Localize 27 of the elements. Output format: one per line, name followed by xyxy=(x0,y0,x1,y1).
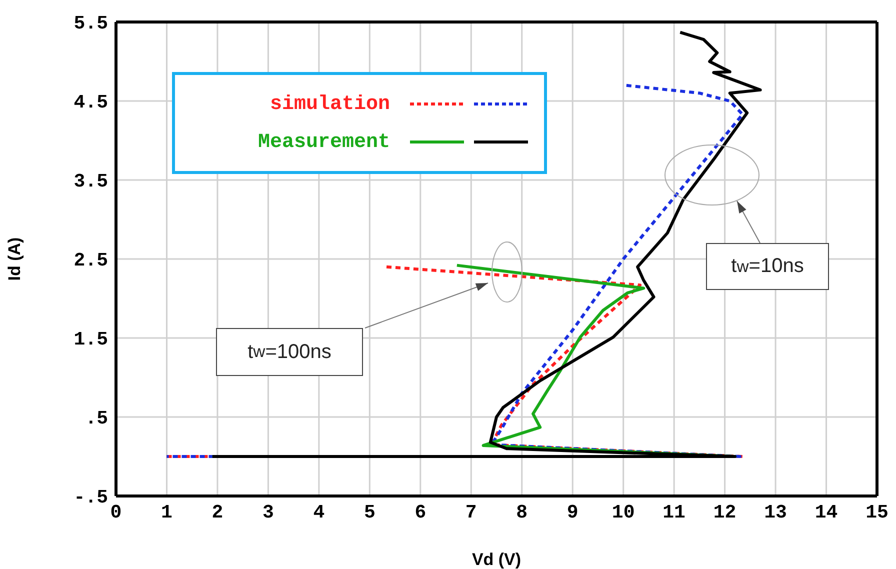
x-tick-label: 10 xyxy=(612,501,635,524)
x-axis-title: Vd (V) xyxy=(472,550,522,569)
x-tick-label: 0 xyxy=(110,501,122,524)
x-tick-label: 5 xyxy=(364,501,376,524)
x-tick-label: 9 xyxy=(566,501,578,524)
legend-label: Measurement xyxy=(258,130,390,154)
y-tick-label: 3.5 xyxy=(74,170,108,193)
y-tick-label: 4.5 xyxy=(74,92,108,114)
x-tick-label: 4 xyxy=(313,501,325,524)
legend-label: simulation xyxy=(270,92,390,116)
x-tick-label: 15 xyxy=(866,501,888,524)
x-tick-label: 11 xyxy=(662,501,686,524)
y-tick-label: 2.5 xyxy=(74,250,108,272)
x-tick-label: 13 xyxy=(764,501,787,524)
x-tick-label: 8 xyxy=(516,501,528,524)
x-tick-label: 6 xyxy=(414,501,426,524)
x-tick-label: 3 xyxy=(262,501,274,524)
x-tick-label: 7 xyxy=(465,501,477,524)
x-tick-label: 14 xyxy=(814,501,838,524)
y-tick-label: -.5 xyxy=(74,486,108,509)
x-tick-label: 2 xyxy=(212,501,224,524)
y-tick-label: .5 xyxy=(85,408,108,430)
x-tick-label: 1 xyxy=(161,501,172,524)
y-axis-title: Id (A) xyxy=(5,237,24,281)
y-tick-label: 1.5 xyxy=(74,328,108,351)
y-tick-label: 5.5 xyxy=(74,12,108,35)
x-tick-label: 12 xyxy=(713,501,736,524)
